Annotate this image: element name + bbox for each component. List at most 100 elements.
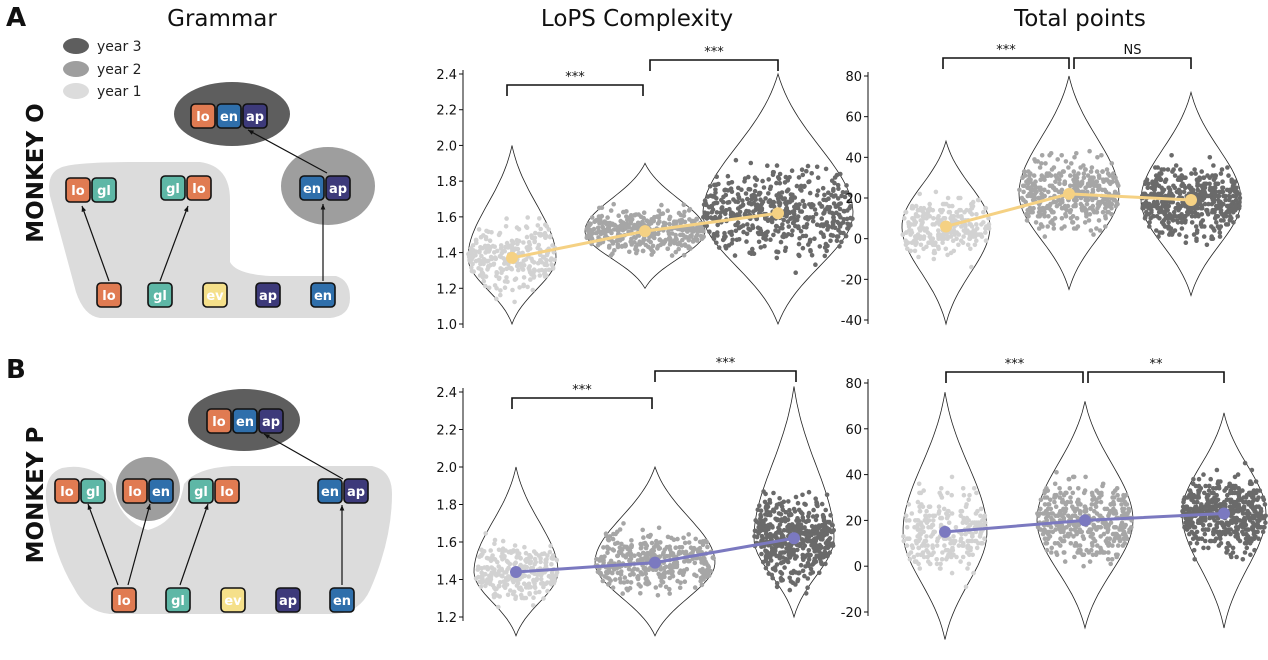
point-points-o-0 <box>936 236 941 241</box>
point-lops-p-1 <box>678 580 683 585</box>
point-points-o-2 <box>1163 177 1169 182</box>
point-points-p-2 <box>1232 529 1237 535</box>
point-points-o-0 <box>967 236 973 241</box>
point-points-p-1 <box>1072 543 1078 548</box>
point-points-o-1 <box>1100 169 1105 174</box>
point-points-p-1 <box>1042 527 1047 532</box>
point-points-o-0 <box>969 212 975 217</box>
point-points-p-0 <box>921 554 927 560</box>
point-lops-p-0 <box>545 588 550 594</box>
point-lops-o-1 <box>661 220 667 226</box>
point-lops-p-0 <box>538 556 543 561</box>
point-points-p-0 <box>906 502 912 507</box>
token-o-pair2-lo: lo <box>186 175 212 201</box>
point-points-o-1 <box>1028 177 1033 182</box>
point-points-p-1 <box>1049 550 1054 555</box>
point-lops-p-2 <box>763 527 769 532</box>
point-lops-o-2 <box>775 175 781 180</box>
point-points-p-2 <box>1254 522 1259 528</box>
point-points-o-1 <box>1109 201 1115 207</box>
point-points-o-1 <box>1021 183 1027 189</box>
point-points-o-0 <box>910 216 915 221</box>
point-lops-p-1 <box>660 552 666 557</box>
point-lops-p-1 <box>686 532 691 537</box>
point-points-p-0 <box>951 534 956 539</box>
point-lops-p-1 <box>673 545 678 550</box>
point-lops-o-0 <box>537 273 543 278</box>
token-o-pair3-en-label: en <box>303 182 321 197</box>
point-lops-p-1 <box>697 568 703 573</box>
point-lops-o-2 <box>814 193 820 198</box>
point-lops-o-2 <box>726 181 732 186</box>
point-points-p-0 <box>914 541 919 546</box>
point-lops-o-2 <box>832 225 838 231</box>
point-points-p-0 <box>916 545 922 551</box>
point-lops-p-2 <box>828 513 833 518</box>
point-lops-p-0 <box>476 574 481 580</box>
point-points-o-1 <box>1109 212 1114 217</box>
point-lops-o-2 <box>741 229 746 235</box>
point-lops-o-2 <box>784 188 790 194</box>
token-p-pair2-en-box <box>148 478 174 504</box>
point-lops-o-1 <box>685 229 690 234</box>
point-lops-p-2 <box>800 492 805 498</box>
point-points-o-1 <box>1024 218 1030 223</box>
point-points-p-2 <box>1187 541 1193 546</box>
point-lops-p-0 <box>495 559 500 565</box>
mean-marker-points-p-0 <box>939 525 951 538</box>
point-points-o-2 <box>1173 214 1178 219</box>
point-points-p-2 <box>1189 497 1194 503</box>
point-lops-p-0 <box>534 576 540 582</box>
point-points-o-0 <box>946 209 952 215</box>
y-tick-label-points-o-0: -40 <box>841 314 862 329</box>
point-points-o-2 <box>1183 218 1188 223</box>
point-points-o-1 <box>1090 189 1096 195</box>
point-points-p-1 <box>1122 525 1127 530</box>
point-points-p-1 <box>1090 552 1096 558</box>
point-points-o-2 <box>1231 220 1236 225</box>
point-points-p-2 <box>1240 508 1245 514</box>
point-points-p-2 <box>1196 476 1202 482</box>
point-lops-o-0 <box>469 268 475 274</box>
point-points-p-2 <box>1247 541 1253 546</box>
point-points-p-2 <box>1248 536 1254 541</box>
point-points-o-0 <box>943 246 949 252</box>
point-lops-o-1 <box>610 221 615 227</box>
point-points-p-1 <box>1076 497 1081 503</box>
point-points-o-0 <box>958 238 964 243</box>
point-points-p-2 <box>1233 525 1239 530</box>
point-points-p-0 <box>967 552 972 558</box>
point-points-o-1 <box>1027 173 1032 178</box>
point-points-p-2 <box>1203 518 1208 523</box>
point-points-p-1 <box>1114 554 1119 560</box>
point-points-o-0 <box>913 203 919 209</box>
point-lops-p-1 <box>663 584 669 590</box>
point-points-p-1 <box>1089 502 1095 507</box>
point-lops-o-0 <box>527 264 532 269</box>
point-lops-p-1 <box>677 549 682 555</box>
point-lops-o-2 <box>796 252 801 258</box>
point-points-o-0 <box>927 201 932 207</box>
point-lops-o-1 <box>673 232 678 238</box>
point-points-o-1 <box>1038 195 1043 201</box>
point-lops-o-0 <box>504 240 510 246</box>
point-points-p-0 <box>904 518 909 523</box>
point-lops-o-2 <box>799 188 804 193</box>
point-lops-p-1 <box>622 575 628 580</box>
point-lops-p-2 <box>765 512 770 518</box>
point-lops-p-2 <box>778 560 784 566</box>
point-lops-o-1 <box>655 243 661 249</box>
point-lops-p-2 <box>795 547 800 553</box>
point-lops-p-0 <box>553 573 559 578</box>
point-lops-p-1 <box>703 538 708 544</box>
point-points-o-0 <box>945 195 951 201</box>
point-points-o-1 <box>1096 218 1102 223</box>
point-lops-o-2 <box>791 215 797 220</box>
token-o-pair3-en-box <box>299 175 325 201</box>
point-points-o-1 <box>1100 177 1106 182</box>
point-lops-p-0 <box>478 584 484 590</box>
point-lops-o-2 <box>843 233 849 239</box>
point-points-p-1 <box>1049 545 1054 551</box>
point-points-o-2 <box>1218 171 1224 176</box>
